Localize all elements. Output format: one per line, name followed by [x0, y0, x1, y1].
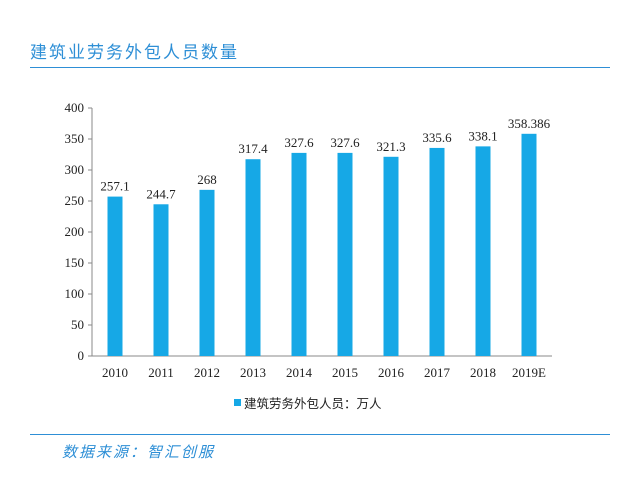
x-tick-label: 2012 [194, 365, 220, 380]
bar[interactable] [337, 152, 353, 356]
bar-value-label: 244.7 [146, 186, 176, 201]
x-tick-label: 2019E [512, 365, 546, 380]
y-tick-label: 150 [65, 255, 85, 270]
x-tick-label: 2010 [102, 365, 128, 380]
data-labels: 257.1 244.7 268 317.4 327.6 327.6 321.3 335.6 33… [100, 116, 550, 201]
bar[interactable] [383, 156, 399, 356]
y-tick-label: 100 [65, 286, 85, 301]
bar[interactable] [245, 159, 261, 356]
legend[interactable]: 建筑劳务外包人员：万人 [234, 396, 382, 411]
x-tick-label: 2015 [332, 365, 358, 380]
y-tick-label: 200 [65, 224, 85, 239]
bar[interactable] [153, 204, 169, 356]
y-tick-label: 300 [65, 162, 85, 177]
legend-label: 建筑劳务外包人员：万人 [244, 396, 382, 411]
y-tick-label: 0 [78, 348, 85, 363]
x-tick-label: 2013 [240, 365, 266, 380]
bar-series [107, 133, 537, 356]
page-title: 建筑业劳务外包人员数量 [30, 43, 239, 63]
x-tick-label: 2016 [378, 365, 405, 380]
bar-value-label: 257.1 [100, 179, 129, 194]
x-tick-label: 2017 [424, 365, 451, 380]
bar-value-label: 338.1 [468, 128, 497, 143]
bar-value-label: 317.4 [238, 141, 268, 156]
y-tick-label: 50 [71, 317, 84, 332]
bar-value-label: 327.6 [330, 135, 360, 150]
footer-divider [30, 434, 610, 435]
bar-value-label: 327.6 [284, 135, 314, 150]
bar[interactable] [107, 196, 123, 356]
bar[interactable] [521, 133, 537, 356]
y-tick-label: 400 [65, 100, 85, 115]
y-tick-label: 350 [65, 131, 85, 146]
bar-value-label: 321.3 [376, 139, 405, 154]
bar[interactable] [429, 147, 445, 356]
x-tick-label: 2011 [148, 365, 174, 380]
bar[interactable] [291, 152, 307, 356]
title-divider [30, 67, 610, 68]
bar[interactable] [475, 146, 491, 356]
x-tick-label: 2018 [470, 365, 496, 380]
x-tick-label: 2014 [286, 365, 313, 380]
bar-value-label: 268 [197, 172, 217, 187]
bar-value-label: 335.6 [422, 130, 452, 145]
bar-value-label: 358.386 [508, 116, 551, 131]
y-axis: 0 50 100 150 200 250 300 350 400 [65, 100, 93, 363]
y-tick-label: 250 [65, 193, 85, 208]
data-source: 数据来源：智汇创服 [62, 443, 216, 461]
x-axis: 2010 2011 2012 2013 2014 2015 2016 2017 2018 2019… [92, 355, 552, 380]
bar[interactable] [199, 189, 215, 356]
legend-swatch [234, 399, 241, 406]
